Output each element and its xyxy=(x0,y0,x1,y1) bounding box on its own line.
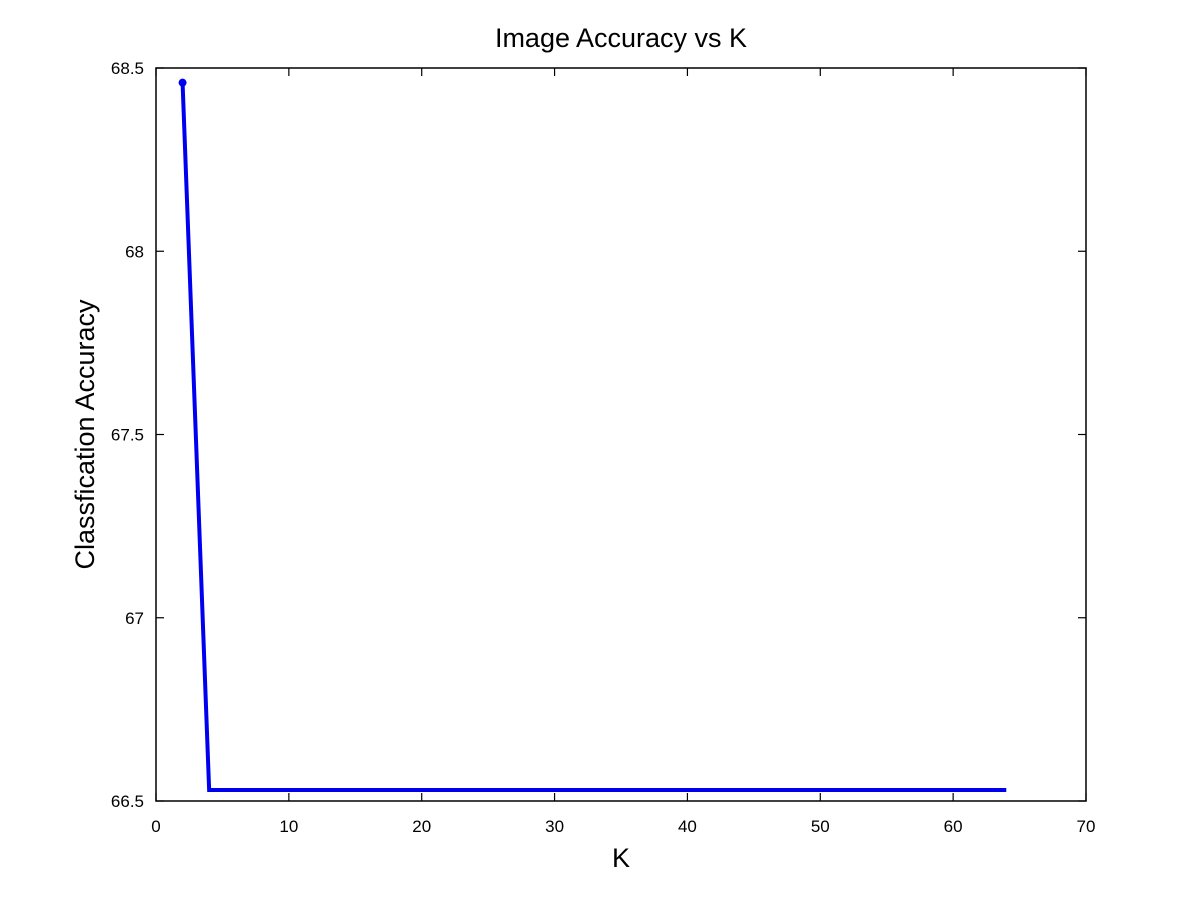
series-line xyxy=(180,82,1007,793)
plot-area xyxy=(155,67,1087,802)
y-tick-label: 68 xyxy=(125,242,144,261)
x-tick-label: 40 xyxy=(678,817,697,836)
x-axis-title: K xyxy=(612,843,630,873)
y-tick-label: 67.5 xyxy=(111,426,144,445)
series-layer xyxy=(178,78,1007,793)
y-axis: 66.5 67 67.5 68 68.5 xyxy=(111,59,1086,811)
y-axis-title: Classfication Accuracy xyxy=(70,299,100,570)
x-tick-label: 50 xyxy=(811,817,830,836)
x-tick-label: 30 xyxy=(545,817,564,836)
x-tick-label: 0 xyxy=(151,817,160,836)
y-tick-label: 66.5 xyxy=(111,792,144,811)
x-tick-label: 20 xyxy=(412,817,431,836)
y-tick-label: 68.5 xyxy=(111,59,144,78)
x-tick-label: 70 xyxy=(1077,817,1096,836)
x-axis: 0 10 20 30 40 50 60 70 xyxy=(151,68,1095,836)
x-tick-label: 10 xyxy=(279,817,298,836)
x-tick-label: 60 xyxy=(944,817,963,836)
series-start-marker xyxy=(178,78,187,87)
y-tick-label: 67 xyxy=(125,609,144,628)
chart-title: Image Accuracy vs K xyxy=(495,23,747,53)
